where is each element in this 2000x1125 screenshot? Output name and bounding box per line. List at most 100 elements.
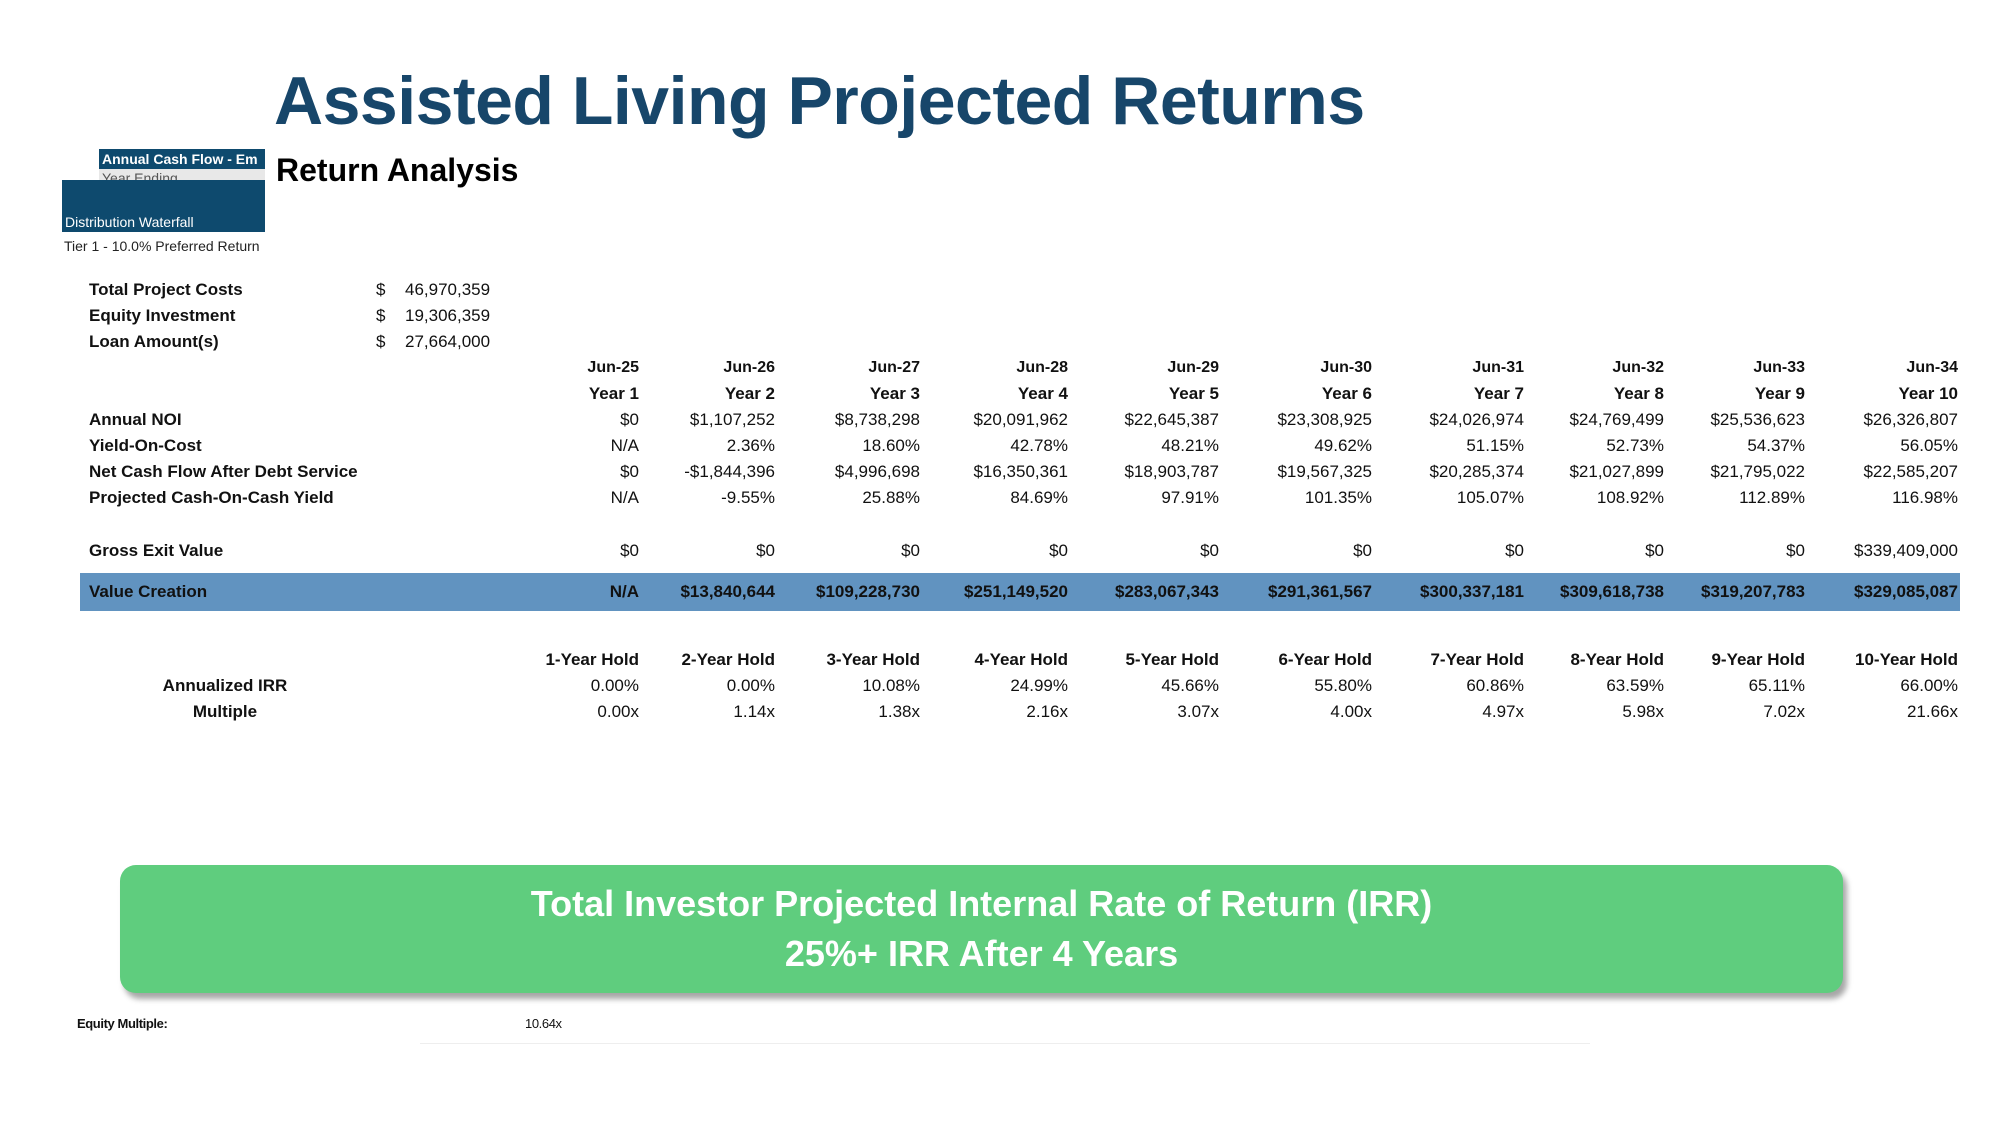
hold-header: 9-Year Hold (1711, 650, 1805, 669)
currency-symbol: $ (376, 306, 386, 325)
irr-cell: 10.08% (862, 676, 920, 695)
table-cell: 42.78% (1010, 436, 1068, 455)
section-subtitle: Return Analysis (276, 152, 519, 188)
table-cell: 105.07% (1456, 488, 1524, 507)
table-cell: 108.92% (1596, 488, 1664, 507)
column-date: Jun-29 (1167, 359, 1219, 376)
irr-cell: 0.00% (590, 676, 639, 695)
column-date: Jun-28 (1016, 359, 1068, 376)
hold-header: 6-Year Hold (1278, 650, 1372, 669)
table-cell: $25,536,623 (1710, 410, 1805, 429)
distribution-waterfall-label: Distribution Waterfall (65, 214, 194, 230)
value-creation-cell: $109,228,730 (816, 582, 920, 601)
table-cell: 18.60% (862, 436, 920, 455)
table-cell: 2.36% (726, 436, 775, 455)
table-cell: $20,091,962 (973, 410, 1068, 429)
table-cell: 84.69% (1010, 488, 1068, 507)
table-cell: $8,738,298 (834, 410, 920, 429)
value-creation-cell: $309,618,738 (1560, 582, 1664, 601)
table-cell: $0 (1049, 541, 1068, 560)
table-cell: $4,996,698 (834, 462, 920, 481)
summary-value: 19,306,359 (405, 306, 491, 325)
multiple-cell: 2.16x (1026, 702, 1068, 721)
column-date: Jun-26 (723, 359, 775, 376)
table-cell: -$1,844,396 (684, 462, 775, 481)
table-cell: $18,903,787 (1124, 462, 1219, 481)
table-cell: 51.15% (1466, 436, 1524, 455)
hold-header: 2-Year Hold (681, 650, 775, 669)
table-cell: $0 (1645, 541, 1664, 560)
hold-header: 8-Year Hold (1570, 650, 1664, 669)
multiple-label: Multiple (192, 702, 258, 721)
table-cell: 56.05% (1900, 436, 1958, 455)
tier1-label: Tier 1 - 10.0% Preferred Return (64, 238, 260, 254)
divider (420, 1043, 1590, 1044)
value-creation-cell: $283,067,343 (1115, 582, 1219, 601)
row-label: Yield-On-Cost (89, 436, 202, 455)
table-cell: $0 (620, 410, 639, 429)
hold-header: 7-Year Hold (1430, 650, 1524, 669)
table-cell: N/A (610, 488, 639, 507)
column-year: Year 7 (1473, 384, 1524, 403)
table-cell: $339,409,000 (1854, 541, 1958, 560)
column-year: Year 1 (588, 384, 639, 403)
row-label: Net Cash Flow After Debt Service (89, 462, 358, 481)
summary-label: Equity Investment (89, 306, 236, 325)
table-cell: $22,645,387 (1124, 410, 1219, 429)
table-cell: 97.91% (1161, 488, 1219, 507)
table-cell: $0 (1505, 541, 1524, 560)
hold-header: 5-Year Hold (1125, 650, 1219, 669)
table-cell: 101.35% (1304, 488, 1372, 507)
table-cell: $0 (756, 541, 775, 560)
value-creation-label: Value Creation (89, 582, 208, 601)
table-cell: $24,769,499 (1569, 410, 1664, 429)
irr-cell: 65.11% (1748, 676, 1805, 695)
column-date: Jun-34 (1906, 359, 1958, 376)
column-year: Year 10 (1898, 384, 1958, 403)
value-creation-cell: $300,337,181 (1420, 582, 1524, 601)
table-cell: $21,027,899 (1569, 462, 1664, 481)
irr-cell: 60.86% (1466, 676, 1524, 695)
table-cell: $0 (1786, 541, 1805, 560)
column-year: Year 4 (1017, 384, 1068, 403)
hold-header: 4-Year Hold (974, 650, 1068, 669)
table-cell: $0 (1200, 541, 1219, 560)
multiple-cell: 4.00x (1330, 702, 1372, 721)
multiple-cell: 5.98x (1622, 702, 1664, 721)
equity-multiple-value: 10.64x (525, 1016, 562, 1031)
value-creation-cell: $251,149,520 (964, 582, 1068, 601)
value-creation-cell: $319,207,783 (1701, 582, 1805, 601)
table-cell: $23,308,925 (1277, 410, 1372, 429)
summary-value: 27,664,000 (405, 332, 491, 351)
multiple-cell: 3.07x (1177, 702, 1219, 721)
currency-symbol: $ (376, 332, 386, 351)
irr-label: Annualized IRR (162, 676, 288, 695)
table-cell: $20,285,374 (1429, 462, 1524, 481)
multiple-cell: 1.38x (878, 702, 920, 721)
table-cell: $0 (620, 462, 639, 481)
hold-header: 3-Year Hold (826, 650, 920, 669)
hold-header: 10-Year Hold (1855, 650, 1958, 669)
irr-callout-line2: 25%+ IRR After 4 Years (784, 933, 1179, 974)
summary-label: Total Project Costs (89, 280, 243, 299)
table-cell: $1,107,252 (689, 410, 775, 429)
value-creation-cell: $329,085,087 (1854, 582, 1958, 601)
table-cell: $0 (620, 541, 639, 560)
year-ending-label: Year Ending (99, 169, 265, 180)
hold-header: 1-Year Hold (545, 650, 639, 669)
column-date: Jun-30 (1320, 359, 1372, 376)
irr-cell: 66.00% (1900, 676, 1958, 695)
column-year: Year 6 (1321, 384, 1372, 403)
distribution-waterfall-header: Distribution Waterfall (62, 180, 265, 232)
table-cell: 52.73% (1606, 436, 1664, 455)
irr-cell: 0.00% (726, 676, 775, 695)
page-title: Assisted Living Projected Returns (274, 63, 1365, 139)
currency-symbol: $ (376, 280, 386, 299)
table-cell: $21,795,022 (1710, 462, 1805, 481)
table-cell: 48.21% (1161, 436, 1219, 455)
column-date: Jun-33 (1753, 359, 1805, 376)
table-cell: $0 (1353, 541, 1372, 560)
table-cell: $16,350,361 (973, 462, 1068, 481)
equity-multiple-label: Equity Multiple: (77, 1016, 168, 1031)
table-cell: N/A (610, 436, 639, 455)
